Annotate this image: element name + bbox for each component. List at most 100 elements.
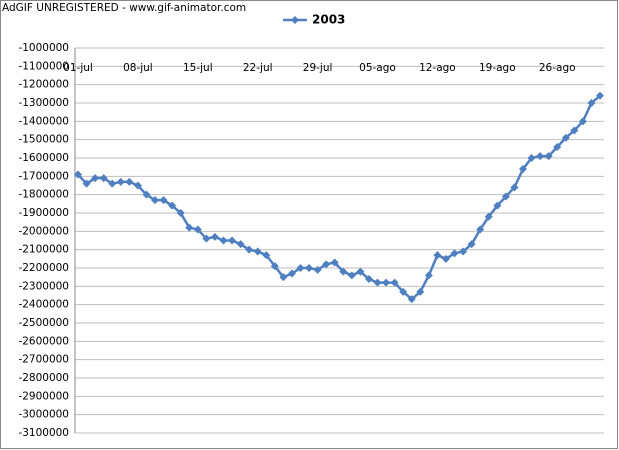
y-tick-label: -3000000 (18, 409, 69, 421)
x-tick-label: 22-jul (243, 62, 273, 74)
series-line (77, 94, 601, 301)
point (441, 254, 450, 263)
point (476, 225, 485, 234)
point (108, 179, 117, 188)
point (390, 278, 399, 287)
point (99, 174, 108, 183)
point (193, 225, 202, 234)
point (553, 143, 562, 151)
point (347, 271, 356, 280)
point (185, 223, 194, 232)
point (339, 267, 348, 276)
legend-marker (291, 16, 299, 24)
y-tick-label: -2800000 (18, 372, 69, 384)
point (570, 126, 579, 135)
point (74, 170, 82, 179)
point (450, 249, 459, 258)
point (399, 287, 408, 296)
point (176, 209, 185, 217)
point (270, 262, 279, 271)
x-tick-label: 12-ago (419, 62, 456, 74)
y-tick-label: -1000000 (18, 42, 69, 54)
legend-label: 2003 (312, 13, 345, 27)
point (202, 234, 211, 243)
y-tick-label: -1400000 (18, 115, 69, 127)
x-tick-label: 19-ago (479, 62, 516, 74)
point (82, 179, 91, 188)
point (407, 295, 416, 304)
point (116, 177, 125, 186)
point (253, 247, 262, 256)
point (219, 236, 228, 245)
y-tick-label: -1900000 (18, 207, 69, 219)
point (424, 271, 433, 280)
y-tick-label: -1600000 (18, 152, 69, 164)
point (518, 165, 527, 173)
y-tick-label: -1200000 (18, 79, 69, 91)
point (125, 177, 134, 186)
x-tick-label: 29-jul (303, 62, 333, 74)
point (364, 275, 373, 283)
point (133, 181, 142, 190)
point (313, 265, 322, 274)
x-tick-label: 01-jul (63, 62, 93, 74)
y-tick-label: -2300000 (18, 280, 69, 292)
point (228, 236, 237, 245)
y-tick-label: -2400000 (18, 299, 69, 311)
point (142, 190, 151, 199)
point (578, 117, 587, 126)
y-tick-label: -3100000 (18, 427, 69, 439)
point (245, 245, 254, 254)
point (91, 174, 100, 183)
point (168, 201, 177, 210)
point (467, 240, 476, 249)
point (587, 99, 596, 107)
y-tick-label: -1700000 (18, 170, 69, 182)
point (596, 91, 604, 100)
point (356, 267, 365, 276)
point (210, 232, 219, 241)
point (561, 133, 570, 142)
y-tick-label: -2200000 (18, 262, 69, 274)
y-tick-label: -1100000 (18, 60, 69, 72)
point (544, 152, 553, 161)
point (484, 212, 493, 221)
y-tick-label: -2900000 (18, 390, 69, 402)
y-tick-label: -2000000 (18, 225, 69, 237)
y-tick-label: -2100000 (18, 244, 69, 256)
point (159, 196, 168, 205)
point (236, 240, 245, 249)
point (416, 287, 425, 296)
point (493, 201, 502, 210)
watermark: AdGIF UNREGISTERED - www.gif-animator.co… (2, 2, 246, 14)
point (262, 251, 271, 260)
point (501, 192, 510, 201)
point (287, 269, 296, 278)
point (536, 152, 545, 161)
point (151, 196, 160, 205)
point (433, 251, 442, 260)
y-tick-label: -1500000 (18, 134, 69, 146)
point (330, 258, 339, 267)
y-tick-label: -2700000 (18, 354, 69, 366)
point (296, 264, 305, 272)
point (279, 273, 288, 282)
point (322, 260, 331, 269)
point (382, 278, 391, 287)
x-tick-label: 08-jul (123, 62, 153, 74)
y-tick-label: -1300000 (18, 97, 69, 109)
point (459, 247, 468, 256)
y-tick-label: -1800000 (18, 189, 69, 201)
point (527, 154, 536, 162)
point (373, 278, 382, 287)
y-tick-label: -2500000 (18, 317, 69, 329)
x-tick-label: 26-ago (539, 62, 576, 74)
x-tick-label: 05-ago (359, 62, 396, 74)
point (510, 183, 519, 192)
point (305, 264, 314, 272)
y-tick-label: -2600000 (18, 335, 69, 347)
x-tick-label: 15-jul (183, 62, 213, 74)
